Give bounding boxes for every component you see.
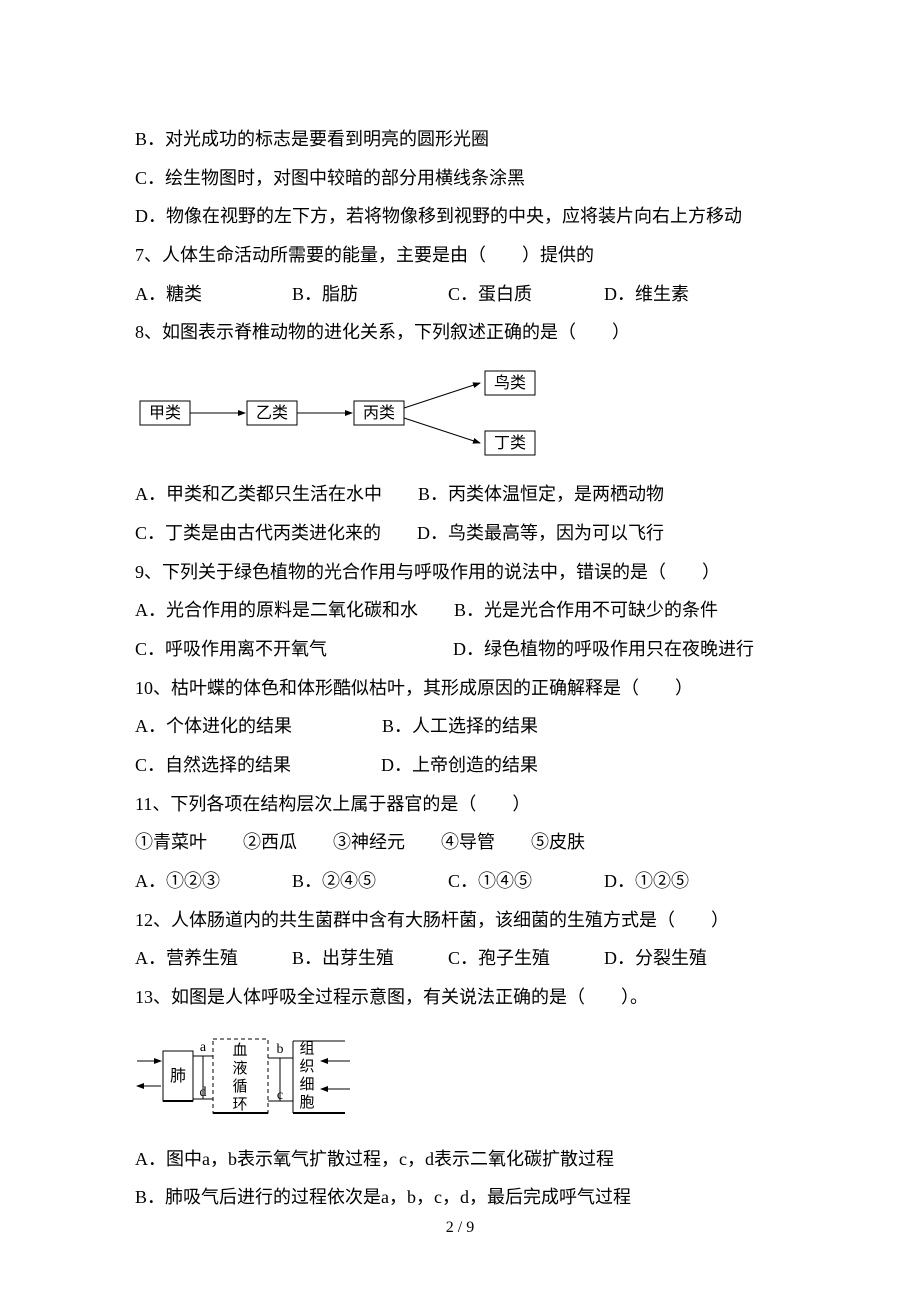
- question-13: 13、如图是人体呼吸全过程示意图，有关说法正确的是（ ）。: [135, 978, 790, 1017]
- question-12-options: A．营养生殖 B．出芽生殖 C．孢子生殖 D．分裂生殖: [135, 939, 790, 978]
- question-9-option-ab: A．光合作用的原料是二氧化碳和水 B．光是光合作用不可缺少的条件: [135, 591, 790, 630]
- question-11-items: ①青菜叶 ②西瓜 ③神经元 ④导管 ⑤皮肤: [135, 823, 790, 862]
- label-zhi: 织: [299, 1058, 314, 1075]
- question-7-options: A．糖类 B．脂肪 C．蛋白质 D．维生素: [135, 275, 790, 314]
- question-12: 12、人体肠道内的共生菌群中含有大肠杆菌，该细菌的生殖方式是（ ）: [135, 901, 790, 940]
- evolution-diagram: 甲类 乙类 丙类 鸟类 丁类: [135, 366, 790, 461]
- question-13-option-b: B．肺吸气后进行的过程依次是a，b，c，d，最后完成呼气过程: [135, 1178, 790, 1217]
- question-11: 11、下列各项在结构层次上属于器官的是（ ）: [135, 785, 790, 824]
- option-b: B．对光成功的标志是要看到明亮的圆形光圈: [135, 120, 790, 159]
- label-xun: 循: [232, 1078, 247, 1095]
- respiration-diagram: 肺 血 液 循 环 a d b c 组 织: [135, 1031, 790, 1126]
- label-zu: 组: [299, 1040, 314, 1057]
- label-xi: 细: [299, 1076, 314, 1093]
- option-d: D．物像在视野的左下方，若将物像移到视野的中央，应将装片向右上方移动: [135, 197, 790, 236]
- question-8-option-cd: C．丁类是由古代丙类进化来的 D．鸟类最高等，因为可以飞行: [135, 514, 790, 553]
- label-b: b: [277, 1042, 284, 1057]
- box-jia: 甲类: [149, 404, 181, 422]
- question-10-option-cd: C．自然选择的结果 D．上帝创造的结果: [135, 746, 790, 785]
- question-11-options: A．①②③ B．②④⑤ C．①④⑤ D．①②⑤: [135, 862, 790, 901]
- box-bing: 丙类: [363, 404, 395, 422]
- question-8: 8、如图表示脊椎动物的进化关系，下列叙述正确的是（ ）: [135, 313, 790, 352]
- label-ye: 液: [232, 1060, 247, 1077]
- option-c: C．绘生物图时，对图中较暗的部分用横线条涂黑: [135, 159, 790, 198]
- label-a: a: [200, 1040, 207, 1055]
- label-huan: 环: [232, 1097, 247, 1113]
- question-10: 10、枯叶蝶的体色和体形酷似枯叶，其形成原因的正确解释是（ ）: [135, 669, 790, 708]
- label-xue: 血: [232, 1042, 247, 1059]
- question-10-option-ab: A．个体进化的结果 B．人工选择的结果: [135, 707, 790, 746]
- question-9: 9、下列关于绿色植物的光合作用与呼吸作用的说法中，错误的是（ ）: [135, 553, 790, 592]
- label-fei: 肺: [170, 1067, 186, 1085]
- box-niao: 鸟类: [494, 374, 526, 392]
- page-number: 2 / 9: [0, 1219, 920, 1237]
- box-yi: 乙类: [256, 404, 288, 422]
- box-ding: 丁类: [494, 434, 526, 452]
- question-7: 7、人体生命活动所需要的能量，主要是由（ ）提供的: [135, 236, 790, 275]
- question-9-option-cd: C．呼吸作用离不开氧气 D．绿色植物的呼吸作用只在夜晚进行: [135, 630, 790, 669]
- label-bao: 胞: [299, 1094, 314, 1111]
- question-8-option-ab: A．甲类和乙类都只生活在水中 B．丙类体温恒定，是两栖动物: [135, 475, 790, 514]
- question-13-option-a: A．图中a，b表示氧气扩散过程，c，d表示二氧化碳扩散过程: [135, 1140, 790, 1179]
